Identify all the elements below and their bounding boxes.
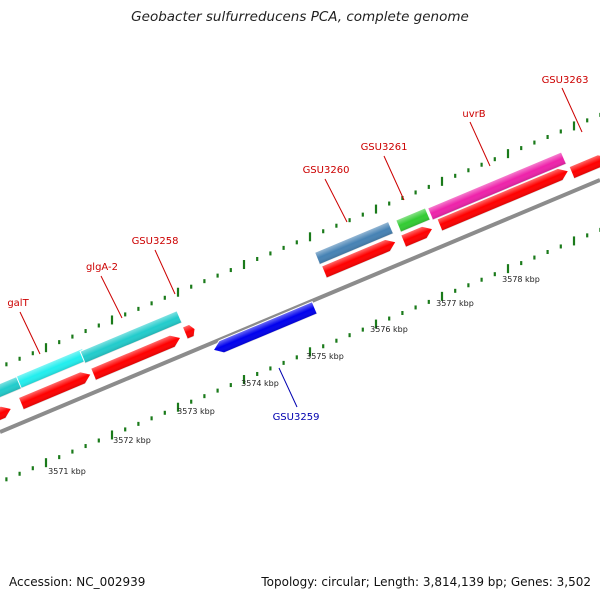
scale-label: 3575 kbp bbox=[306, 352, 344, 361]
cds-arrow bbox=[436, 167, 570, 232]
gene-uvrb-bar bbox=[426, 151, 568, 221]
gene-gsu3258-bar bbox=[79, 310, 183, 364]
gene-glga-2-bar-shine bbox=[0, 376, 22, 400]
gene-gsu3258-bar-shine bbox=[80, 310, 182, 364]
gene-glga-2-bar bbox=[0, 375, 23, 401]
genome-title: Geobacter sulfurreducens PCA, complete g… bbox=[131, 9, 469, 25]
lower-tick-track bbox=[5, 227, 600, 482]
feature-label: GSU3258 bbox=[132, 236, 179, 247]
feature-label: uvrB bbox=[462, 109, 485, 120]
cds-arrow bbox=[400, 225, 434, 248]
feature-label: glgA-2 bbox=[86, 262, 118, 273]
cds-arrow-shine bbox=[569, 154, 600, 179]
scale-label: 3577 kbp bbox=[436, 299, 474, 308]
cds-track bbox=[0, 154, 600, 431]
gene-uvrb-bar-shine bbox=[427, 151, 567, 221]
gene-galt-bar-shine bbox=[8, 348, 88, 392]
label-leader bbox=[154, 249, 176, 295]
feature-label: GSU3259 bbox=[273, 412, 320, 423]
scale-label: 3573 kbp bbox=[177, 407, 215, 416]
gene-gsu3260-bar bbox=[313, 220, 395, 266]
feature-label: galT bbox=[7, 298, 29, 309]
gene-gsu3261-bar bbox=[395, 207, 431, 233]
scale-label: 3576 kbp bbox=[370, 325, 408, 334]
gene-gsu3260-bar-shine bbox=[314, 221, 394, 265]
feature-track bbox=[0, 151, 568, 401]
cds-arrow bbox=[17, 371, 92, 411]
cds-arrow-shine bbox=[90, 335, 181, 381]
cds-arrow bbox=[0, 405, 13, 431]
label-leader bbox=[383, 155, 405, 201]
feature-label: GSU3260 bbox=[303, 165, 350, 176]
cds-arrow-shine bbox=[18, 371, 92, 410]
gene-gsu3259-bar bbox=[212, 301, 318, 354]
accession-text: Accession: NC_002939 bbox=[9, 575, 146, 589]
cds-arrow-shine bbox=[321, 239, 396, 279]
cds-arrow-shine bbox=[436, 168, 569, 232]
label-leader bbox=[324, 178, 348, 223]
label-leader bbox=[278, 367, 298, 408]
cds-arrow bbox=[181, 323, 196, 340]
cds-arrow bbox=[568, 154, 600, 180]
genome-backbone bbox=[0, 178, 600, 434]
feature-label: GSU3261 bbox=[361, 142, 408, 153]
gene-gsu3261-bar-shine bbox=[395, 207, 431, 233]
cds-arrow-shine bbox=[0, 406, 12, 430]
scale-label: 3574 kbp bbox=[241, 379, 279, 388]
scale-label: 3572 kbp bbox=[113, 436, 151, 445]
label-leader bbox=[469, 121, 491, 167]
gene-gsu3259-bar-shine bbox=[213, 301, 318, 353]
label-leader bbox=[19, 311, 41, 355]
cds-arrow bbox=[90, 334, 182, 382]
scale-label: 3571 kbp bbox=[48, 467, 86, 476]
label-leader bbox=[561, 87, 583, 133]
label-leader bbox=[100, 275, 123, 319]
scale-label: 3578 kbp bbox=[502, 275, 540, 284]
feature-labels: 3571 kbp 3572 kbp 3573 kbp 3574 kbp 3575 kbp… bbox=[7, 75, 588, 476]
cds-arrow bbox=[320, 238, 397, 279]
upper-tick-track bbox=[5, 112, 600, 367]
cds-arrow-shine bbox=[182, 324, 196, 340]
feature-label: GSU3263 bbox=[542, 75, 589, 86]
backbone-group bbox=[0, 178, 600, 434]
topology-text: Topology: circular; Length: 3,814,139 bp… bbox=[261, 575, 591, 589]
cds-arrow-shine bbox=[400, 226, 433, 248]
